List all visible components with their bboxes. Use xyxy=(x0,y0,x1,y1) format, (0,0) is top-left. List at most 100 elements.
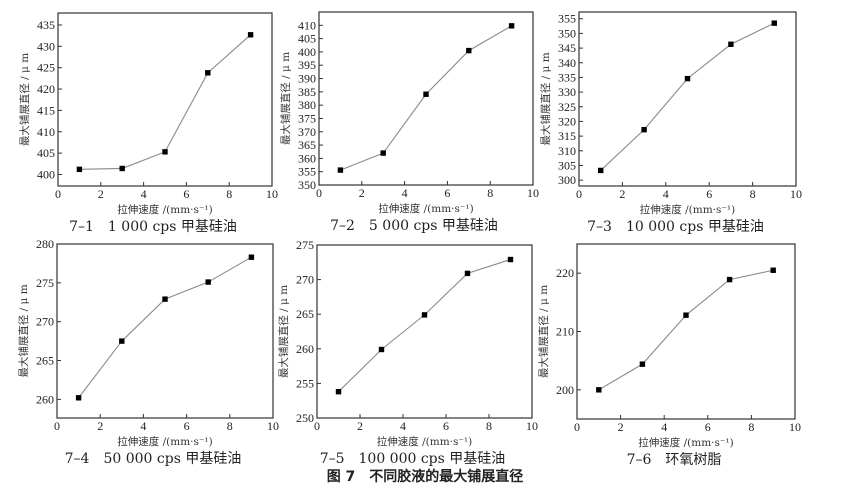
y-tick-label: 330 xyxy=(558,85,576,99)
y-tick-label: 350 xyxy=(558,26,576,40)
x-tick-label: 6 xyxy=(444,186,450,200)
y-tick-label: 200 xyxy=(556,383,574,397)
data-point xyxy=(205,279,211,285)
data-point xyxy=(205,70,211,76)
x-tick-label: 10 xyxy=(266,187,278,201)
data-point xyxy=(466,47,472,54)
data-point xyxy=(507,256,514,263)
x-tick-label: 4 xyxy=(400,419,406,433)
plot-frame xyxy=(57,12,273,187)
x-axis-label: 拉伸速度 /(mm·s⁻¹) xyxy=(378,202,473,215)
data-point xyxy=(335,389,342,395)
x-tick-label: 8 xyxy=(227,419,233,433)
y-tick-label: 410 xyxy=(37,125,55,139)
x-tick-label: 10 xyxy=(789,420,801,434)
y-tick-label: 255 xyxy=(296,376,314,390)
x-tick-label: 4 xyxy=(140,419,146,433)
chart-2: 0 2 4 6 8 10 350355360365370375380385390395400… xyxy=(279,11,539,234)
y-tick-label: 410 xyxy=(298,18,316,32)
x-tick-label: 8 xyxy=(226,187,232,201)
x-tick-label: 4 xyxy=(141,187,147,201)
x-tick-label: 10 xyxy=(790,187,802,201)
y-tick-label: 340 xyxy=(558,56,576,70)
data-point xyxy=(508,23,515,29)
series-line xyxy=(78,256,252,399)
x-tick-label: 2 xyxy=(618,420,624,434)
figure-title: 图 7 不同胶液的最大铺展直径 xyxy=(327,468,524,485)
x-tick-label: 2 xyxy=(97,419,103,433)
y-tick-label: 250 xyxy=(296,411,314,425)
data-point xyxy=(119,338,125,344)
x-tick-label: 6 xyxy=(705,420,711,434)
plot-frame xyxy=(578,11,797,187)
y-tick-label: 405 xyxy=(298,32,316,46)
y-tick-label: 395 xyxy=(298,58,316,72)
x-tick-label: 8 xyxy=(748,420,754,434)
x-tick-label: 10 xyxy=(267,419,279,433)
data-point xyxy=(421,312,428,318)
x-tick-label: 2 xyxy=(619,187,625,201)
chart-6: 0 2 4 6 8 10 200 210 220 拉伸速度 /(mm·s⁻¹) 最大铺展直径 / μ… xyxy=(537,243,801,468)
y-tick-label: 375 xyxy=(298,111,316,125)
y-tick-label: 320 xyxy=(558,114,576,128)
chart-caption: 7–4 50 000 cps 甲基硅油 xyxy=(65,450,242,467)
x-tick-label: 4 xyxy=(661,420,667,434)
chart-3: 0 2 4 6 8 10 300305310315320325330335340345350… xyxy=(539,11,802,235)
x-tick-label: 6 xyxy=(184,419,190,433)
y-tick-label: 350 xyxy=(298,178,316,192)
chart-1: 0 2 4 6 8 10 400 405 410 415 420 425 430 435 拉伸速度 /(mm… xyxy=(18,12,278,235)
y-tick-label: 430 xyxy=(37,39,55,53)
data-point xyxy=(162,296,168,302)
y-tick-label: 420 xyxy=(37,82,55,96)
y-tick-label: 260 xyxy=(36,392,54,406)
x-axis-label: 拉伸速度 /(mm·s⁻¹) xyxy=(377,435,472,448)
data-point xyxy=(684,75,691,82)
data-point xyxy=(75,395,82,401)
x-tick-label: 6 xyxy=(443,419,449,433)
chart-caption: 7–3 10 000 cps 甲基硅油 xyxy=(587,218,764,235)
y-tick-label: 380 xyxy=(298,98,316,112)
y-tick-label: 355 xyxy=(558,12,576,26)
y-tick-label: 345 xyxy=(558,41,576,55)
plot-frame xyxy=(576,243,796,420)
y-axis-label: 最大铺展直径 / μ m xyxy=(18,53,31,146)
chart-4: 0 2 4 6 8 10 260 265 270 275 280 拉伸速度 /(mm·s⁻¹) 最大铺展… xyxy=(17,237,279,467)
x-tick-label: 6 xyxy=(706,187,712,201)
y-tick-label: 370 xyxy=(298,125,316,139)
data-point xyxy=(423,91,429,97)
chart-caption: 7–1 1 000 cps 甲基硅油 xyxy=(69,218,237,235)
x-tick-label: 0 xyxy=(316,186,322,200)
x-tick-label: 0 xyxy=(574,420,580,434)
y-tick-label: 400 xyxy=(37,167,55,181)
plot-frame xyxy=(56,243,274,419)
data-point xyxy=(596,387,602,393)
x-tick-label: 10 xyxy=(527,186,539,200)
y-tick-label: 325 xyxy=(558,100,576,114)
y-tick-label: 425 xyxy=(37,61,55,75)
x-tick-label: 2 xyxy=(357,419,363,433)
data-point xyxy=(771,20,777,26)
y-tick-label: 305 xyxy=(558,158,576,172)
x-tick-label: 0 xyxy=(576,187,582,201)
y-tick-label: 265 xyxy=(36,354,54,368)
y-tick-label: 390 xyxy=(298,72,316,86)
y-tick-label: 220 xyxy=(556,266,574,280)
y-tick-label: 300 xyxy=(558,173,576,187)
data-point xyxy=(683,312,689,318)
data-point xyxy=(119,165,125,172)
data-point xyxy=(641,126,647,133)
x-axis-label: 拉伸速度 /(mm·s⁻¹) xyxy=(117,435,212,448)
data-point xyxy=(728,41,734,47)
data-point xyxy=(380,150,386,156)
x-tick-label: 0 xyxy=(314,419,320,433)
plot-frame xyxy=(316,244,533,419)
series-line xyxy=(338,259,511,393)
y-tick-label: 355 xyxy=(298,165,316,179)
series-line xyxy=(598,269,774,391)
chart-caption: 7–5 100 000 cps 甲基硅油 xyxy=(320,450,506,467)
chart-caption: 7–6 环氧树脂 xyxy=(627,452,722,468)
y-tick-label: 435 xyxy=(37,18,55,32)
chart-caption: 7–2 5 000 cps 甲基硅油 xyxy=(330,217,498,234)
x-tick-label: 10 xyxy=(526,419,538,433)
